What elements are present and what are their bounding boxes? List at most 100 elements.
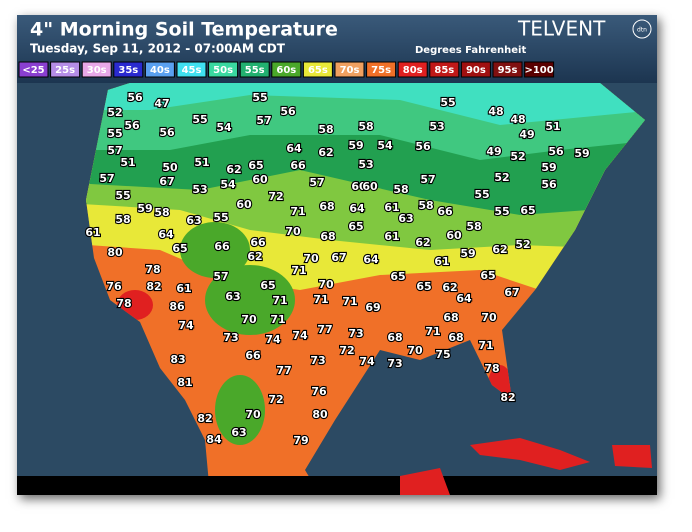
station-reading: 54 [377,139,393,152]
station-reading: 68 [320,230,335,243]
station-reading: 55 [474,188,489,201]
station-reading: 61 [384,230,399,243]
station-reading: 72 [268,190,283,203]
legend-swatch [429,61,460,78]
station-reading: 66 [250,236,266,249]
legend-swatch [397,61,428,78]
legend-swatch [366,61,397,78]
station-reading: 58 [318,123,333,136]
station-reading: 56 [548,145,564,158]
legend-label: 95s [498,65,518,76]
station-reading: 61 [384,201,399,214]
legend-swatch [302,61,333,78]
station-reading: 55 [494,205,509,218]
station-reading: 70 [481,311,497,324]
legend-swatch [524,61,555,78]
brand-mark: dtn [637,27,647,34]
station-reading: 57 [420,173,435,186]
station-reading: 63 [398,212,413,225]
station-reading: 50 [162,161,178,174]
station-reading: 65 [260,279,275,292]
brand-circle [632,19,652,39]
station-reading: 64 [363,253,379,266]
station-reading: 55 [440,96,455,109]
station-reading: 68 [387,331,402,344]
station-reading: 59 [137,202,152,215]
station-reading: 59 [348,139,363,152]
station-reading: 60 [252,173,268,186]
legend-swatch [18,61,49,78]
station-reading: 60 [446,229,462,242]
station-reading: 70 [407,344,423,357]
station-reading: 64 [456,292,472,305]
station-reading: 57 [213,270,228,283]
station-reading: 76 [311,385,327,398]
station-reading: 62 [247,250,262,263]
legend-label: 25s [55,65,75,76]
station-reading: 48 [510,113,525,126]
legend-swatch [271,61,302,78]
legend-label: 55s [245,65,265,76]
station-reading: 83 [170,353,185,366]
station-reading: 71 [272,294,287,307]
station-reading: 55 [192,113,207,126]
station-reading: 65 [520,204,535,217]
station-reading: 62 [442,281,457,294]
station-reading: 78 [116,297,131,310]
legend-label: 50s [213,65,233,76]
station-reading: 63 [225,290,240,303]
legend-swatch [50,61,81,78]
station-reading: 78 [484,362,499,375]
legend: <25 25s 30s 35s 40s 45s 50s 55s 60s 65s 70s 75s 80s 8… [18,61,555,78]
legend-label: 70s [340,65,360,76]
station-reading: 73 [387,357,402,370]
station-reading: 49 [519,128,534,141]
station-reading: 51 [120,156,135,169]
station-reading: 71 [290,205,305,218]
station-reading: 64 [158,228,174,241]
station-reading: 74 [292,329,308,342]
station-reading: 73 [310,354,325,367]
legend-label: 80s [403,65,423,76]
station-reading: 65 [480,269,495,282]
station-reading: 61 [434,255,449,268]
station-reading: 71 [291,264,306,277]
station-reading: 60 [362,180,378,193]
station-reading: 63 [186,214,201,227]
brand: TELVENT [517,17,606,41]
legend-swatch [176,61,207,78]
station-reading: 84 [206,433,222,446]
legend-label: 30s [87,65,107,76]
station-reading: 53 [192,183,207,196]
station-reading: 58 [466,220,481,233]
station-reading: 70 [245,408,261,421]
station-reading: 74 [265,333,281,346]
station-reading: 54 [220,178,236,191]
legend-label: 85s [434,65,454,76]
legend-label: 45s [182,65,202,76]
station-reading: 74 [178,319,194,332]
station-reading: 68 [319,200,334,213]
station-reading: 70 [318,278,334,291]
cuba [470,438,590,470]
station-reading: 80 [107,246,123,259]
legend-label: 90s [466,65,486,76]
station-reading: 52 [510,150,525,163]
station-reading: 67 [504,286,519,299]
station-reading: 57 [107,144,122,157]
station-reading: 64 [286,142,302,155]
station-reading: 82 [146,280,161,293]
legend-swatch [81,61,112,78]
station-reading: 51 [194,156,209,169]
legend-swatch [239,61,270,78]
legend-swatch [113,61,144,78]
station-reading: 62 [492,243,507,256]
legend-label: 75s [371,65,391,76]
station-reading: 60 [236,198,252,211]
legend-label: 35s [118,65,138,76]
station-reading: 86 [169,300,185,313]
bottom-strip [17,476,657,495]
station-reading: 71 [425,325,440,338]
